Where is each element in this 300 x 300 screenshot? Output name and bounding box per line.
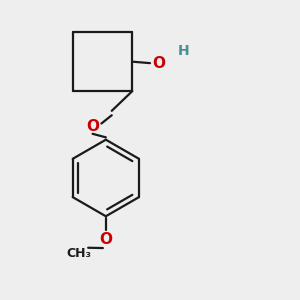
Text: O: O bbox=[152, 56, 165, 70]
Text: H: H bbox=[178, 44, 190, 58]
Text: O: O bbox=[86, 119, 99, 134]
Text: CH₃: CH₃ bbox=[67, 247, 92, 260]
Text: O: O bbox=[99, 232, 112, 247]
